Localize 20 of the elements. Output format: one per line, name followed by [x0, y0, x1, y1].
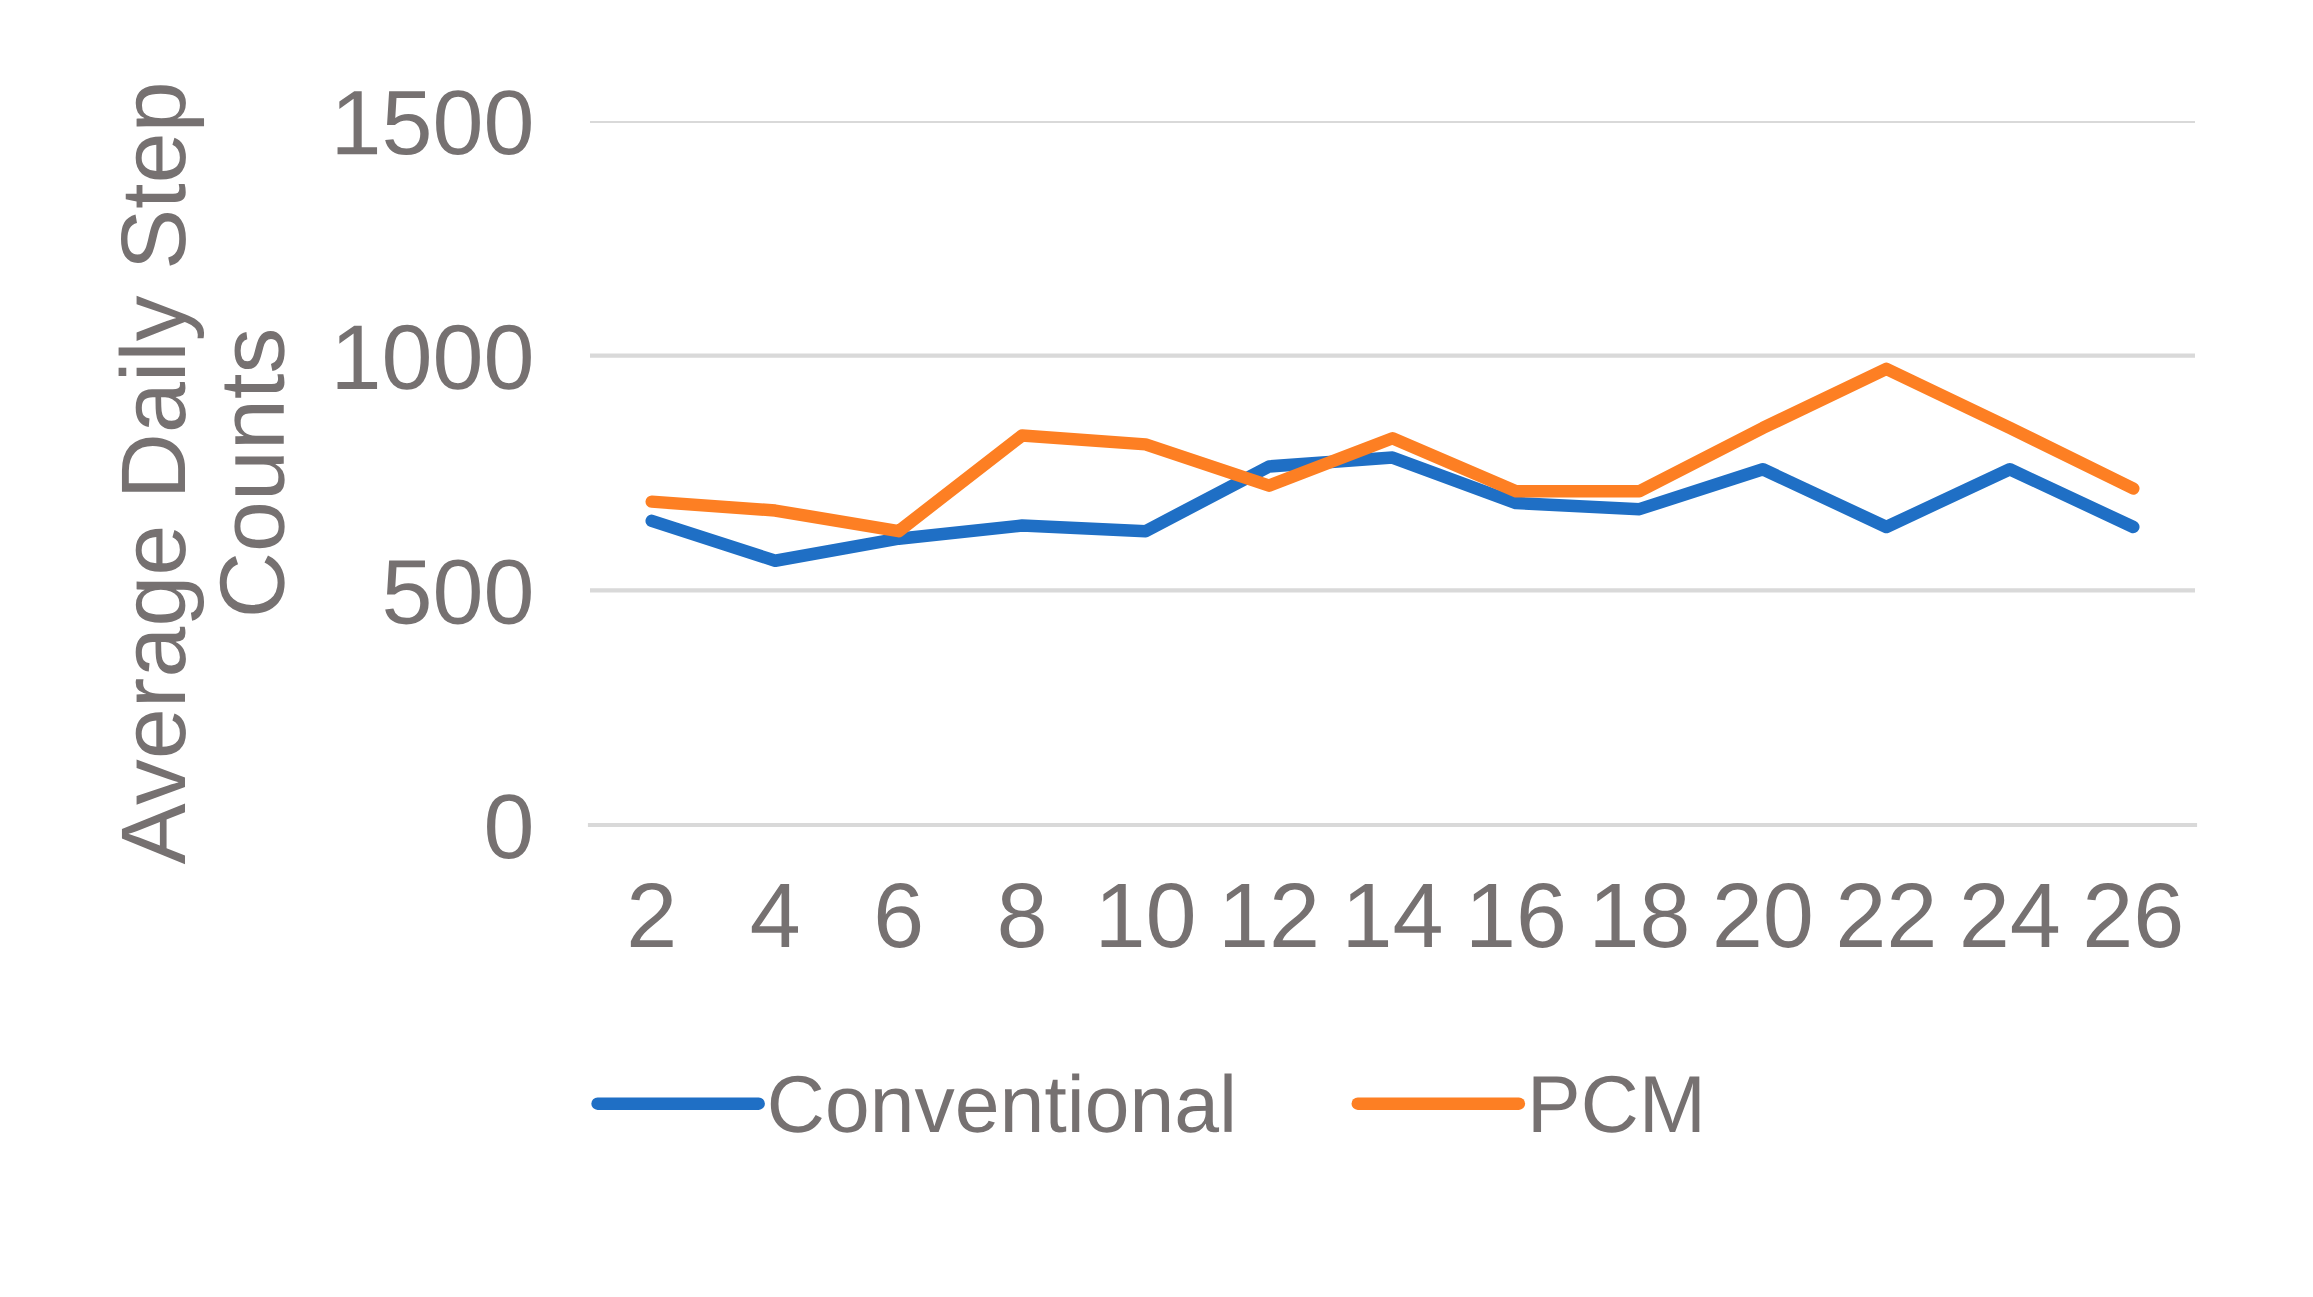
y-tick-label: 1500: [337, 90, 531, 156]
y-tick-label: 500: [385, 559, 531, 625]
y-tick-label: 0: [487, 794, 531, 860]
x-tick-label: 16: [1471, 882, 1563, 948]
x-tick-label: 6: [877, 882, 921, 948]
y-axis-title: Average Daily Step Counts: [118, 85, 285, 865]
x-tick-label: 8: [1000, 882, 1044, 948]
x-tick-label: 20: [1716, 882, 1811, 948]
x-tick-label: 22: [1839, 882, 1933, 947]
x-tick-label: 4: [751, 883, 798, 947]
x-tick-label: 18: [1595, 882, 1687, 948]
x-tick-label: 12: [1225, 882, 1316, 947]
x-tick-label: 24: [1963, 882, 2059, 947]
x-tick-label: 2: [630, 882, 673, 947]
x-tick-label: 10: [1101, 882, 1193, 948]
legend-label: PCM: [1533, 1075, 1700, 1133]
legend-label: Conventional: [770, 1073, 1232, 1133]
x-tick-label: 26: [2086, 882, 2181, 948]
x-tick-label: 14: [1348, 883, 1441, 947]
y-tick-label: 1000: [337, 324, 531, 390]
